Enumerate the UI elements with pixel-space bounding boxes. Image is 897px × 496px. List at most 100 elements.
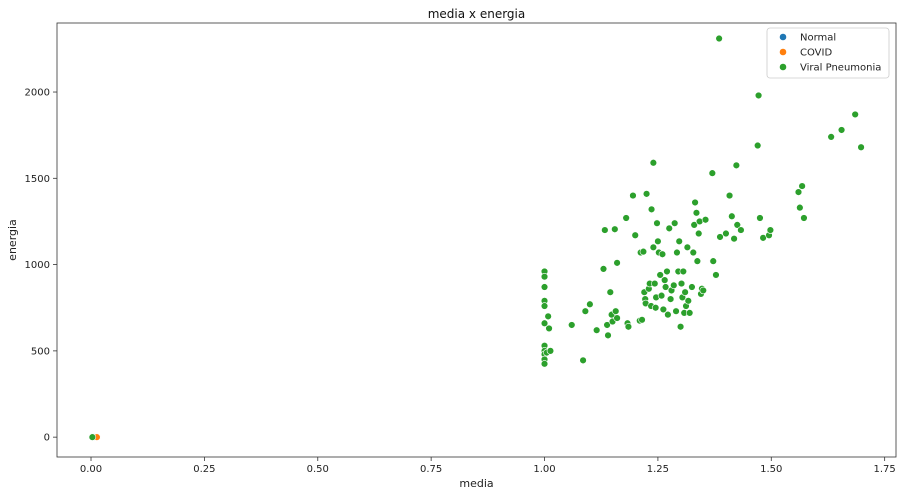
data-point-viral-pneumonia	[695, 229, 703, 238]
data-point-viral-pneumonia	[631, 231, 639, 239]
data-point-viral-pneumonia	[603, 321, 611, 329]
legend-box	[766, 27, 890, 79]
data-point-viral-pneumonia	[546, 347, 555, 355]
data-point-viral-pneumonia	[629, 191, 637, 200]
data-point-viral-pneumonia	[728, 212, 736, 220]
data-point-viral-pneumonia	[658, 250, 667, 258]
x-tick-label: 0.50	[307, 464, 329, 475]
data-point-viral-pneumonia	[851, 110, 859, 119]
y-tick-label: 1500	[25, 174, 50, 185]
data-point-viral-pneumonia	[540, 272, 549, 281]
data-point-viral-pneumonia	[666, 295, 675, 303]
data-point-viral-pneumonia	[88, 433, 97, 441]
legend-marker-normal	[779, 33, 787, 41]
data-point-viral-pneumonia	[715, 34, 723, 43]
data-point-viral-pneumonia	[732, 161, 741, 170]
data-point-viral-pneumonia	[677, 279, 686, 288]
data-point-viral-pneumonia	[638, 316, 646, 324]
data-point-viral-pneumonia	[540, 283, 549, 291]
legend-label-covid: COVID	[800, 48, 832, 59]
data-point-viral-pneumonia	[611, 225, 619, 233]
plot-frame	[56, 22, 897, 458]
data-point-viral-pneumonia	[613, 259, 621, 267]
data-point-viral-pneumonia	[639, 247, 648, 256]
data-point-viral-pneumonia	[798, 182, 806, 190]
legend: Normal COVID Viral Pneumonia	[766, 27, 890, 79]
data-point-viral-pneumonia	[716, 233, 724, 241]
data-point-viral-pneumonia	[622, 214, 630, 222]
data-point-viral-pneumonia	[733, 221, 741, 229]
data-point-viral-pneumonia	[701, 216, 710, 224]
x-tick-label: 0.25	[193, 464, 215, 475]
data-point-viral-pneumonia	[540, 360, 549, 368]
data-point-viral-pneumonia	[599, 265, 608, 273]
data-point-viral-pneumonia	[712, 271, 720, 279]
data-point-viral-pneumonia	[690, 221, 698, 229]
legend-items: Normal COVID Viral Pneumonia	[779, 33, 881, 74]
data-point-viral-pneumonia	[657, 291, 666, 300]
data-point-viral-pneumonia	[709, 257, 717, 265]
x-tick-label: 1.75	[874, 464, 896, 475]
data-point-viral-pneumonia	[601, 226, 609, 234]
legend-label-normal: Normal	[800, 33, 836, 44]
data-point-viral-pneumonia	[612, 307, 620, 315]
data-point-viral-pneumonia	[649, 159, 658, 167]
data-point-viral-pneumonia	[604, 331, 612, 340]
data-point-viral-pneumonia	[681, 288, 689, 296]
data-point-viral-pneumonia	[579, 356, 587, 365]
data-point-viral-pneumonia	[756, 214, 764, 222]
x-tick-label: 1.50	[760, 464, 782, 475]
x-axis-label: media	[459, 477, 493, 490]
y-tick-label: 500	[31, 346, 50, 357]
data-point-viral-pneumonia	[586, 300, 594, 308]
x-tick-label: 1.00	[533, 464, 555, 475]
points-layer	[88, 34, 865, 441]
data-point-viral-pneumonia	[661, 276, 669, 284]
data-point-viral-pneumonia	[754, 91, 763, 100]
data-point-viral-pneumonia	[654, 237, 662, 245]
data-point-viral-pneumonia	[693, 257, 702, 265]
data-point-viral-pneumonia	[688, 283, 696, 291]
data-point-viral-pneumonia	[857, 143, 865, 151]
data-point-viral-pneumonia	[673, 248, 681, 257]
data-point-viral-pneumonia	[545, 324, 553, 333]
data-point-viral-pneumonia	[544, 312, 552, 321]
data-point-viral-pneumonia	[540, 319, 549, 327]
data-point-viral-pneumonia	[708, 169, 717, 177]
x-tick-label: 1.25	[647, 464, 669, 475]
x-tick-label: 0.00	[80, 464, 102, 475]
legend-marker-covid	[779, 48, 787, 56]
data-point-viral-pneumonia	[689, 248, 697, 257]
data-point-viral-pneumonia	[827, 133, 835, 141]
data-point-viral-pneumonia	[663, 267, 671, 276]
x-axis: 0.00 0.25 0.50 0.75 1.00 1.25 1.50 1.75	[80, 457, 896, 475]
data-point-viral-pneumonia	[683, 243, 692, 252]
data-point-viral-pneumonia	[753, 141, 762, 150]
data-point-viral-pneumonia	[656, 271, 664, 279]
data-point-viral-pneumonia	[568, 321, 576, 329]
data-point-viral-pneumonia	[651, 304, 660, 312]
data-point-viral-pneumonia	[684, 297, 692, 305]
data-point-viral-pneumonia	[675, 237, 683, 245]
data-point-viral-pneumonia	[737, 226, 745, 234]
data-point-viral-pneumonia	[800, 214, 808, 222]
data-point-viral-pneumonia	[540, 302, 549, 310]
y-axis-label: energia	[6, 219, 19, 261]
data-point-viral-pneumonia	[659, 305, 668, 314]
data-point-viral-pneumonia	[624, 323, 633, 331]
data-point-viral-pneumonia	[651, 279, 659, 288]
data-point-viral-pneumonia	[661, 283, 670, 291]
data-point-viral-pneumonia	[647, 205, 656, 214]
y-axis: 0 500 1000 1500 2000	[25, 88, 57, 444]
data-point-viral-pneumonia	[581, 307, 590, 315]
data-point-viral-pneumonia	[670, 281, 678, 289]
data-point-viral-pneumonia	[796, 203, 804, 212]
legend-marker-viral-pneumonia	[779, 63, 787, 71]
data-point-viral-pneumonia	[766, 226, 775, 234]
data-point-viral-pneumonia	[664, 310, 672, 319]
x-tick-label: 0.75	[420, 464, 442, 475]
data-point-viral-pneumonia	[730, 235, 738, 243]
data-point-viral-pneumonia	[794, 188, 803, 196]
data-point-viral-pneumonia	[685, 309, 694, 317]
